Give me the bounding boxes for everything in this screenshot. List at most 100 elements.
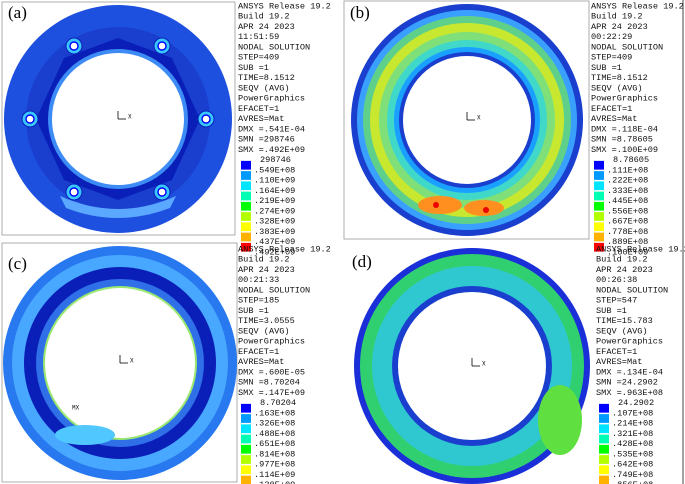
info-line: SMX =.100E+09	[591, 145, 658, 155]
contour-c	[1, 242, 238, 483]
info-line: ANSYS Release 19.2	[596, 244, 685, 254]
info-line: SMX =.492E+09	[238, 145, 305, 155]
info-line: DMX =.134E-04	[596, 367, 663, 377]
legend-swatch	[241, 181, 251, 191]
triad-label: X	[130, 358, 134, 365]
info-line: SUB =1	[238, 306, 269, 316]
legend-swatch	[599, 455, 609, 464]
legend-swatch	[241, 232, 251, 242]
legend-label: .488E+08	[254, 429, 295, 439]
legend-swatch	[241, 414, 251, 423]
legend-label: .222E+08	[607, 176, 648, 186]
legend-label: .642E+08	[612, 460, 653, 470]
max-marker: MX	[72, 405, 80, 412]
legend-swatch	[241, 403, 251, 413]
info-line: EFACET=1	[596, 347, 637, 357]
legend-swatch	[599, 475, 609, 484]
legend-swatch	[594, 242, 604, 252]
legend-swatch	[241, 201, 251, 211]
legend-label: .651E+08	[254, 439, 295, 449]
info-line: EFACET=1	[238, 347, 279, 357]
info-line: Build 19.2	[238, 255, 290, 265]
info-line: TIME=15.783	[596, 316, 653, 326]
legend-swatch	[599, 465, 609, 475]
legend-label: .749E+08	[612, 470, 653, 480]
info-line: DMX =.541E-04	[238, 124, 305, 134]
legend-swatch	[241, 455, 251, 464]
info-line: PowerGraphics	[591, 94, 658, 104]
info-line: STEP=409	[591, 53, 632, 63]
legend-swatch	[241, 465, 251, 475]
legend-label: .114E+09	[254, 470, 295, 480]
legend-label: .437E+09	[254, 237, 295, 247]
legend-swatch	[599, 434, 609, 444]
legend-swatch	[594, 181, 604, 191]
info-line: Build 19.2	[591, 12, 643, 22]
panel-label: (b)	[350, 3, 370, 22]
info-line: NODAL SOLUTION	[238, 42, 310, 52]
info-line: AVRES=Mat	[238, 357, 284, 367]
legend-label: .856E+08	[612, 480, 653, 484]
legend-label: .130E+09	[254, 480, 295, 484]
info-line: NODAL SOLUTION	[596, 285, 668, 295]
info-line: SMN =8.78605	[591, 135, 653, 145]
legend-label: .778E+08	[607, 227, 648, 237]
info-line: STEP=409	[238, 53, 279, 63]
info-line: NODAL SOLUTION	[238, 285, 310, 295]
legend-label: .100E+09	[607, 247, 648, 257]
legend-swatch	[599, 444, 609, 454]
legend-swatch	[599, 414, 609, 423]
info-line: SMN =8.70204	[238, 378, 300, 388]
legend-swatch	[241, 212, 251, 221]
info-line: SEQV (AVG)	[596, 326, 648, 336]
legend-swatch	[241, 424, 251, 434]
info-line: PowerGraphics	[238, 337, 305, 347]
info-line: PowerGraphics	[596, 337, 663, 347]
legend-label: .889E+08	[607, 237, 648, 247]
legend-label: .321E+08	[612, 429, 653, 439]
legend-label: .333E+08	[607, 186, 648, 196]
info-line: SUB =1	[591, 63, 622, 73]
legend-swatch	[241, 444, 251, 454]
legend-swatch	[594, 232, 604, 242]
info-line: Build 19.2	[238, 12, 290, 22]
legend-label: 298746	[260, 155, 291, 165]
legend-label: 8.78605	[613, 155, 649, 165]
info-line: STEP=547	[596, 296, 637, 306]
legend-label: .556E+08	[607, 206, 648, 216]
legend-label: .274E+09	[254, 206, 295, 216]
legend-label: .535E+08	[612, 449, 653, 459]
legend-label: .164E+09	[254, 186, 295, 196]
legend-swatch	[241, 434, 251, 444]
legend-label: .219E+09	[254, 196, 295, 206]
legend-swatch	[594, 222, 604, 232]
info-line: SMN =298746	[238, 135, 295, 145]
triad-label: X	[477, 115, 481, 122]
info-line: ANSYS Release 19.2	[591, 1, 684, 11]
info-line: AVRES=Mat	[238, 114, 284, 124]
legend-label: .328E+09	[254, 217, 295, 227]
info-line: SMN =24.2902	[596, 378, 658, 388]
legend-swatch	[241, 171, 251, 180]
info-line: Build 19.2	[596, 255, 648, 265]
info-line: APR 24 2023	[238, 22, 295, 32]
info-line: SUB =1	[238, 63, 269, 73]
info-line: ANSYS Release 19.2	[238, 1, 331, 11]
info-line: NODAL SOLUTION	[591, 42, 663, 52]
info-line: 11:51:59	[238, 32, 279, 42]
info-line: 00:22:29	[591, 32, 632, 42]
info-line: PowerGraphics	[238, 94, 305, 104]
info-line: ANSYS Release 19.2	[238, 244, 331, 254]
info-line: 00:26:38	[596, 275, 637, 285]
info-line: SMX =.963E+08	[596, 388, 663, 398]
panel-label: (a)	[8, 3, 27, 22]
legend-label: .111E+08	[607, 165, 648, 175]
panel-label: (c)	[8, 254, 27, 273]
info-line: SUB =1	[596, 306, 627, 316]
info-line: 00:21:33	[238, 275, 279, 285]
info-line: EFACET=1	[591, 104, 632, 114]
legend-label: .110E+09	[254, 176, 295, 186]
info-line: EFACET=1	[238, 104, 279, 114]
legend-swatch	[594, 191, 604, 201]
